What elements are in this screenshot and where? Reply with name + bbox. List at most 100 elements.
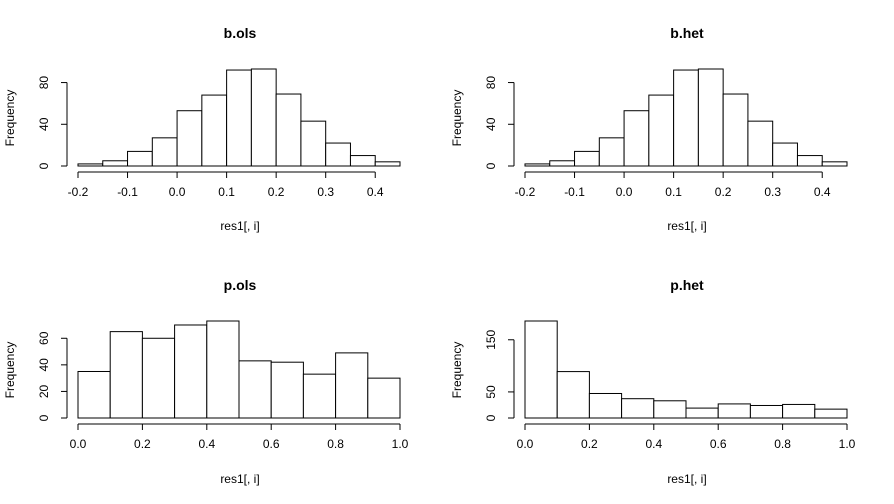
x-tick-label: 0.0 (70, 437, 87, 451)
y-tick-label: 0 (37, 414, 51, 421)
histogram-bar (747, 120, 774, 167)
histogram-bar (374, 161, 401, 167)
y-axis-label: Frequency (450, 90, 464, 147)
x-axis: 0.0 0.2 0.4 0.6 0.8 1.0 (70, 423, 409, 451)
histogram-bar (367, 377, 401, 419)
histogram-bar (127, 150, 153, 167)
x-tick-label: 0.4 (198, 437, 215, 451)
y-tick-label: 0 (484, 162, 498, 169)
y-tick-label: 0 (37, 162, 51, 169)
histogram-bar (588, 392, 623, 419)
histogram-bar (621, 398, 655, 419)
x-tick-label: 0.0 (169, 185, 186, 199)
y-tick-label: 80 (484, 76, 498, 90)
x-tick-label: 0.0 (616, 185, 633, 199)
x-tick-label: 0.2 (581, 437, 598, 451)
x-tick-label: -0.2 (515, 185, 536, 199)
histogram-bar (201, 94, 228, 167)
histogram-bar (623, 110, 650, 167)
x-axis-label: res1[, i] (220, 472, 259, 486)
x-tick-label: 0.8 (774, 437, 791, 451)
histogram-bar (524, 320, 558, 419)
histogram-bar (653, 400, 687, 419)
y-tick-label: 150 (484, 329, 498, 349)
x-tick-label: 1.0 (392, 437, 409, 451)
histogram-bar (325, 142, 351, 167)
y-axis: 0 40 80 (484, 76, 515, 169)
y-tick-label: 50 (484, 385, 498, 399)
x-tick-label: 0.8 (327, 437, 344, 451)
histogram-bar (549, 160, 576, 167)
histogram-bar (821, 161, 848, 167)
panel-b-het: b.het res1[, i] Frequency -0.2 -0.1 0.0 0.1… (450, 25, 848, 233)
histogram-bar (206, 320, 240, 419)
y-axis-label: Frequency (450, 342, 464, 399)
x-axis: -0.2 -0.1 0.0 0.1 0.2 0.3 0.4 (515, 171, 831, 199)
bars (524, 320, 848, 419)
y-axis-label: Frequency (3, 342, 17, 399)
x-axis-label: res1[, i] (667, 472, 706, 486)
y-tick-label: 40 (37, 358, 51, 372)
x-tick-label: 0.6 (263, 437, 280, 451)
histogram-bar (673, 69, 699, 167)
panel-p-het: p.het res1[, i] Frequency 0.0 0.2 0.4 0.6 0.… (450, 277, 856, 486)
x-tick-label: 0.4 (814, 185, 831, 199)
y-axis: 0 40 80 (37, 76, 68, 169)
histogram-bar (814, 408, 848, 419)
x-tick-label: 0.4 (367, 185, 384, 199)
histogram-bar (77, 163, 104, 167)
x-tick-label: 0.1 (218, 185, 235, 199)
chart-title: b.het (670, 25, 704, 41)
histogram-bar (749, 404, 784, 419)
y-tick-label: 80 (37, 76, 51, 90)
histogram-bar (226, 69, 252, 167)
histogram-bar (796, 155, 823, 167)
histogram-bar (782, 403, 816, 419)
chart-title: b.ols (224, 25, 257, 41)
y-axis: 0 50 150 (484, 329, 515, 421)
histogram-bar (574, 150, 600, 167)
bars (524, 68, 848, 167)
histogram-bar (300, 120, 327, 167)
panel-b-ols: b.ols res1[, i] Frequency -0.2 -0.1 0.0 0.1… (3, 25, 401, 233)
x-tick-label: 0.6 (710, 437, 727, 451)
histogram-bar (697, 68, 724, 167)
histogram-bar (77, 370, 111, 419)
x-tick-label: 1.0 (839, 437, 856, 451)
panel-p-ols: p.ols res1[, i] Frequency 0.0 0.2 0.4 0.6 0.… (3, 277, 409, 486)
histogram-bar (102, 160, 129, 167)
histogram-bar (238, 360, 272, 419)
histogram-bar (141, 337, 176, 419)
histogram-bar (275, 93, 302, 167)
histogram-bar (151, 137, 178, 167)
x-tick-label: 0.3 (764, 185, 781, 199)
y-tick-label: 40 (37, 117, 51, 131)
x-tick-label: -0.1 (564, 185, 585, 199)
chart-title: p.het (670, 277, 704, 293)
x-tick-label: 0.2 (134, 437, 151, 451)
histogram-bar (302, 373, 337, 419)
histogram-bar (176, 110, 203, 167)
histogram-bar (524, 163, 551, 167)
histogram-bar (556, 371, 590, 419)
x-axis: -0.2 -0.1 0.0 0.1 0.2 0.3 0.4 (68, 171, 384, 199)
x-tick-label: 0.2 (715, 185, 732, 199)
histogram-bar (598, 137, 625, 167)
x-axis: 0.0 0.2 0.4 0.6 0.8 1.0 (517, 423, 856, 451)
histogram-bar (109, 331, 143, 419)
bars (77, 320, 401, 419)
histogram-bar (648, 94, 675, 167)
histogram-bar (250, 68, 277, 167)
histogram-bar (772, 142, 798, 167)
x-tick-label: 0.0 (517, 437, 534, 451)
x-tick-label: 0.4 (645, 437, 662, 451)
x-tick-label: -0.2 (68, 185, 89, 199)
histogram-bar (270, 361, 304, 419)
bars (77, 68, 401, 167)
x-tick-label: 0.2 (268, 185, 285, 199)
y-tick-label: 40 (484, 117, 498, 131)
histogram-bar (685, 407, 719, 419)
histogram-bar (717, 403, 751, 419)
chart-title: p.ols (224, 277, 257, 293)
y-axis-label: Frequency (3, 90, 17, 147)
